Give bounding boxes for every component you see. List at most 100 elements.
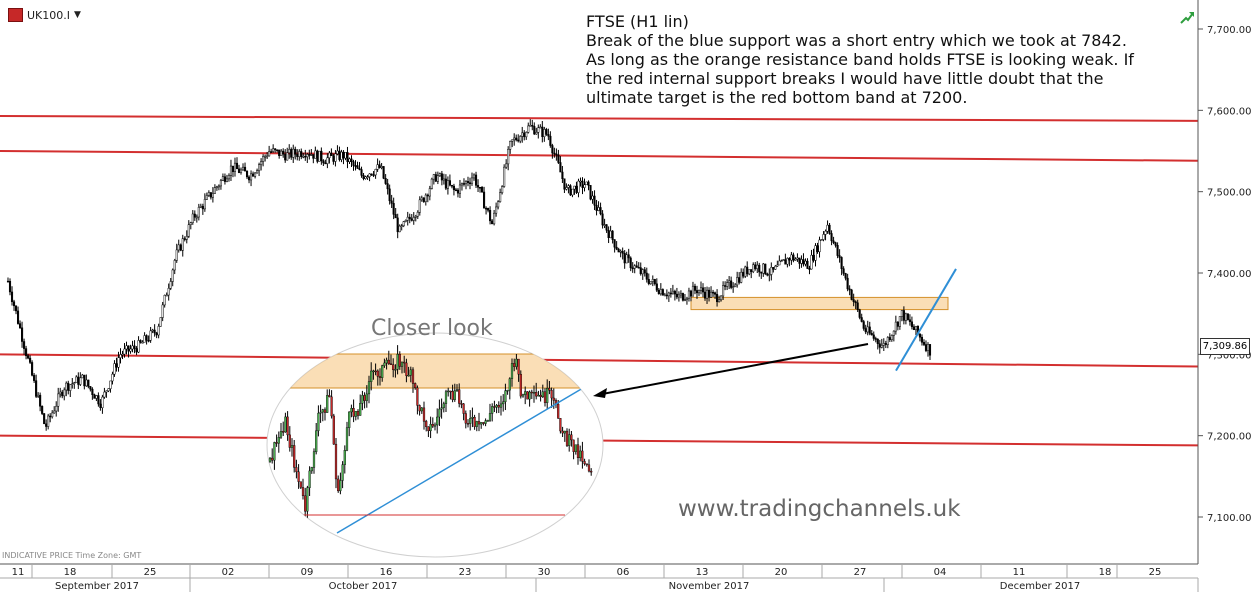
candle-body [81,374,84,379]
zoom-candle-body [332,415,335,445]
zoom-candle-body [427,426,430,432]
candle-body [583,184,586,188]
x-tick-label: 13 [696,567,709,578]
candle-body [802,259,805,265]
candle-body [6,280,10,283]
zoom-candle-body [312,451,316,468]
zoom-candle-body [354,411,357,417]
candle-body [21,327,24,342]
zoom-candle-body [440,407,443,410]
candle-body [227,175,231,180]
candle-body [256,170,259,174]
candle-body [460,183,464,186]
candle-body [788,258,791,261]
candle-body [442,178,445,181]
candle-body [286,152,289,161]
candle-body [366,176,369,178]
candle-body [438,173,441,177]
candle-body [290,149,293,158]
candle-body [223,176,226,182]
symbol-label: UK100.I [27,8,71,22]
candle-body [591,195,594,200]
info-text: INDICATIVE PRICE Time Zone: GMT [2,551,142,560]
zoom-candle-body [460,403,463,405]
candle-body [671,290,674,294]
candle-body [237,168,241,173]
candle-body [175,249,178,261]
zoom-candle-body [279,431,283,438]
candle-body [55,405,58,412]
candle-body [308,154,311,156]
candle-body [487,208,490,211]
candle-body [209,192,212,198]
zoom-candle-body [341,464,344,481]
zoom-candle-body [372,370,375,373]
candle-body [177,244,180,251]
candle-body [352,161,355,166]
y-tick-label: 7,600.00 [1207,106,1252,117]
zoom-candle-body [352,408,355,417]
candle-body [25,348,28,356]
candle-body [85,379,88,387]
zoom-candle-body [517,358,520,375]
candle-body [569,185,572,196]
candle-body [898,316,901,327]
candle-body [810,254,813,270]
candle-body [689,290,693,297]
zoom-candle-body [400,361,404,367]
candle-body [613,239,616,248]
zoom-candle-body [541,391,544,398]
candle-body [681,293,684,301]
candle-body [557,154,560,163]
zoom-candle-body [458,389,461,404]
candle-body [714,292,717,295]
candle-body [181,238,184,251]
candle-body [866,326,869,333]
candle-body [430,178,433,189]
zoom-candle-body [268,457,272,463]
symbol-selector[interactable]: UK100.I ▼ [8,8,81,22]
candle-body [316,150,319,162]
candle-body [832,240,835,243]
zoom-candle-body [343,450,346,465]
caret-down-icon[interactable]: ▼ [74,10,81,20]
candle-body [470,177,474,184]
candle-body [906,313,909,320]
candle-body [649,281,652,284]
candle-body [858,309,861,318]
candle-body [792,254,795,261]
zoom-candle-body [438,408,441,418]
candle-body [651,279,654,282]
zoom-candle-body [429,423,432,432]
zoom-candle-body [337,478,340,492]
zoom-candle-body [486,420,489,422]
candle-body [354,165,357,167]
candle-body [418,199,421,213]
candle-body [163,294,166,306]
zoom-candle-body [374,370,377,373]
candle-body [653,279,656,285]
candle-body [372,174,375,177]
candle-body [336,150,339,155]
candle-body [215,186,218,189]
candle-body [466,181,470,183]
candle-body [511,139,514,142]
candle-body [800,259,803,264]
candle-body [663,294,666,297]
candle-body [201,205,204,210]
zoom-candle-body [455,389,459,391]
candle-body [533,126,536,135]
zoom-candle-body [359,403,362,416]
candle-body [579,180,582,183]
candle-body [454,189,457,192]
candle-body [91,388,94,395]
zoom-candle-body [497,405,500,408]
candle-body [886,337,889,345]
candle-body [920,336,924,343]
candle-body [880,345,883,348]
candle-body [103,391,106,398]
zoom-candle-body [506,389,509,392]
candle-body [629,257,632,269]
candle-body [710,291,713,298]
